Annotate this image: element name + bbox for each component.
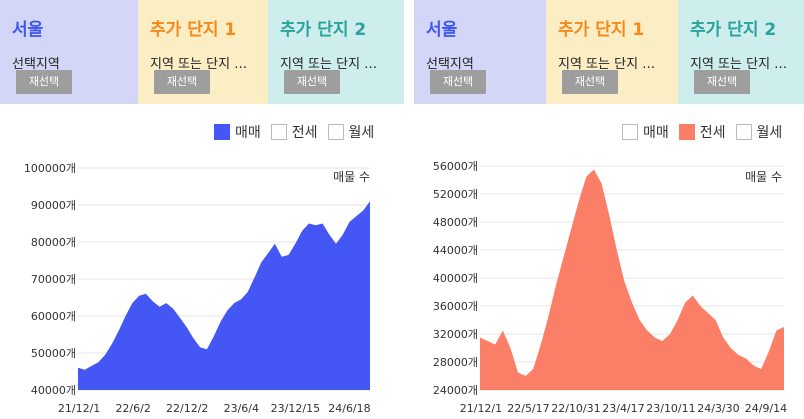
legend-monthly[interactable]: 월세	[735, 122, 783, 142]
region-complex-1[interactable]: 추가 단지 1 지역 또는 단지 … 재선택	[138, 0, 268, 104]
sale-listing-chart: 40000개 50000개 60000개 70000개 80000개 90000개 1000…	[24, 162, 371, 415]
checkbox-icon[interactable]	[735, 124, 752, 140]
legend-label: 월세	[756, 125, 783, 141]
y-tick-label: 44000개	[433, 244, 478, 257]
reselect-button[interactable]: 재선택	[154, 70, 210, 94]
y-tick-label: 70000개	[31, 273, 76, 286]
y-tick-label: 40000개	[433, 272, 478, 285]
reselect-button[interactable]: 재선택	[284, 70, 340, 94]
region-subtitle: 선택지역	[12, 57, 60, 72]
x-tick-label: 22/12/2	[166, 402, 208, 415]
legend-label: 전세	[699, 125, 726, 141]
x-tick-label: 22/5/17	[507, 402, 549, 415]
legend: 매매 전세 월세	[622, 122, 782, 142]
legend-sale[interactable]: 매매	[214, 122, 261, 142]
checkbox-icon[interactable]	[678, 124, 695, 140]
legend: 매매 전세 월세	[214, 122, 374, 142]
x-tick-label: 23/12/15	[271, 402, 320, 415]
region-complex-2[interactable]: 추가 단지 2 지역 또는 단지 … 재선택	[678, 0, 804, 104]
x-tick-label: 24/6/18	[328, 402, 370, 415]
x-tick-label: 24/9/14	[745, 402, 787, 415]
right-panel: 서울 선택지역 재선택 추가 단지 1 지역 또는 단지 … 재선택 추가 단지…	[414, 0, 804, 419]
legend-sale[interactable]: 매매	[622, 122, 669, 142]
y-tick-label: 100000개	[24, 162, 76, 175]
checkbox-icon[interactable]	[214, 124, 230, 140]
y-tick-label: 52000개	[433, 188, 478, 201]
checkbox-icon[interactable]	[327, 124, 344, 140]
legend-label: 매매	[643, 125, 669, 141]
x-tick-label: 23/4/17	[602, 402, 644, 415]
y-tick-label: 60000개	[31, 310, 76, 323]
region-complex-2[interactable]: 추가 단지 2 지역 또는 단지 … 재선택	[268, 0, 404, 104]
x-tick-label: 22/10/31	[551, 402, 600, 415]
y-tick-label: 90000개	[31, 199, 76, 212]
region-seoul[interactable]: 서울 선택지역 재선택	[0, 0, 138, 104]
y-tick-label: 32000개	[433, 328, 478, 341]
reselect-button[interactable]: 재선택	[562, 70, 618, 94]
region-selector-row: 서울 선택지역 재선택 추가 단지 1 지역 또는 단지 … 재선택 추가 단지…	[414, 0, 804, 104]
checkbox-icon[interactable]	[270, 124, 287, 140]
y-tick-label: 48000개	[433, 216, 478, 229]
region-complex-1[interactable]: 추가 단지 1 지역 또는 단지 … 재선택	[546, 0, 678, 104]
y-tick-label: 40000개	[31, 384, 76, 397]
legend-label: 매매	[235, 125, 261, 141]
region-title: 서울	[426, 20, 458, 40]
region-subtitle: 선택지역	[426, 57, 474, 72]
y-tick-label: 28000개	[433, 356, 478, 369]
y-tick-label: 80000개	[31, 236, 76, 249]
region-subtitle: 지역 또는 단지 …	[150, 57, 248, 72]
x-tick-label: 24/3/30	[697, 402, 739, 415]
legend-label: 월세	[348, 125, 375, 141]
x-tick-label: 23/10/11	[646, 402, 695, 415]
series-label: 매물 수	[745, 170, 782, 184]
legend-label: 전세	[291, 125, 318, 141]
left-panel: 서울 선택지역 재선택 추가 단지 1 지역 또는 단지 … 재선택 추가 단지…	[0, 0, 404, 415]
region-subtitle: 지역 또는 단지 …	[690, 57, 788, 72]
region-subtitle: 지역 또는 단지 …	[280, 57, 378, 72]
reselect-button[interactable]: 재선택	[430, 70, 486, 94]
reselect-button[interactable]: 재선택	[16, 70, 72, 94]
region-title: 추가 단지 1	[150, 20, 237, 40]
x-tick-label: 21/12/1	[58, 402, 100, 415]
y-tick-label: 36000개	[433, 300, 478, 313]
x-tick-label: 22/6/2	[115, 402, 150, 415]
area-series	[480, 169, 784, 390]
x-tick-label: 21/12/1	[460, 402, 502, 415]
legend-jeonse[interactable]: 전세	[678, 122, 726, 142]
region-title: 추가 단지 1	[558, 20, 645, 40]
y-tick-label: 56000개	[433, 160, 478, 173]
area-series	[78, 201, 370, 390]
legend-jeonse[interactable]: 전세	[270, 122, 318, 142]
jeonse-listing-chart: 24000개 28000개 32000개 36000개 40000개 44000개 4800…	[433, 160, 787, 415]
checkbox-icon[interactable]	[622, 124, 638, 140]
reselect-button[interactable]: 재선택	[694, 70, 750, 94]
region-title: 서울	[12, 20, 44, 40]
x-tick-label: 23/6/4	[224, 402, 259, 415]
y-tick-label: 24000개	[433, 384, 478, 397]
series-label: 매물 수	[333, 170, 370, 184]
region-selector-row: 서울 선택지역 재선택 추가 단지 1 지역 또는 단지 … 재선택 추가 단지…	[0, 0, 404, 104]
region-title: 추가 단지 2	[690, 20, 777, 40]
region-seoul[interactable]: 서울 선택지역 재선택	[414, 0, 546, 104]
region-subtitle: 지역 또는 단지 …	[558, 57, 656, 72]
y-tick-label: 50000개	[31, 347, 76, 360]
legend-monthly[interactable]: 월세	[327, 122, 375, 142]
region-title: 추가 단지 2	[280, 20, 367, 40]
